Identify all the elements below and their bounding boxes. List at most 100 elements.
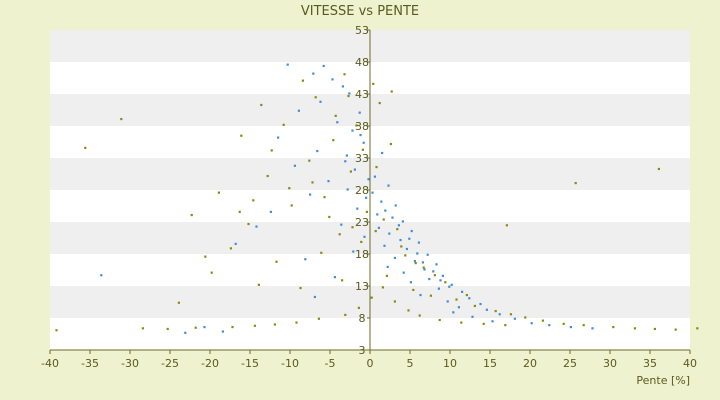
data-point-blue: [221, 330, 224, 333]
data-point-blue: [286, 63, 289, 66]
data-point-olive: [177, 301, 180, 304]
data-point-blue: [437, 287, 440, 290]
data-point-blue: [426, 253, 429, 256]
data-point-blue: [448, 285, 451, 288]
data-point-olive: [360, 240, 363, 244]
data-point-blue: [419, 293, 422, 297]
data-point-blue: [377, 226, 380, 229]
data-point-blue: [362, 141, 365, 144]
data-point-blue: [340, 223, 343, 226]
data-point-olive: [317, 317, 320, 320]
data-points: [55, 63, 699, 334]
data-point-olive: [541, 319, 544, 322]
data-point-olive: [55, 329, 58, 332]
data-point-olive: [295, 321, 298, 324]
data-point-blue: [423, 268, 426, 271]
data-point-blue: [391, 216, 394, 219]
y-tick-label: 53: [355, 24, 369, 37]
data-point-olive: [505, 224, 508, 227]
data-point-olive: [320, 251, 323, 254]
data-point-olive: [465, 293, 468, 297]
data-point-olive: [674, 328, 677, 331]
data-point-olive: [473, 304, 476, 308]
x-tick-labels: -40 -35 -30 -25 -20 -15 -10 -5 0 5 10 15 20 25 30 35 40: [41, 350, 697, 370]
data-point-blue: [452, 311, 455, 314]
x-tick-label: 20: [523, 357, 537, 370]
data-point-olive: [400, 245, 403, 248]
data-point-blue: [394, 204, 397, 207]
x-axis-label: Pente [%]: [636, 374, 690, 387]
data-point-olive: [252, 199, 255, 202]
data-point-olive: [382, 218, 385, 221]
x-tick-label: -25: [161, 357, 179, 370]
data-point-olive: [334, 114, 337, 117]
data-point-blue: [591, 327, 594, 330]
data-point-blue: [405, 247, 408, 251]
data-point-blue: [468, 297, 471, 300]
data-point-blue: [341, 85, 344, 88]
data-point-olive: [361, 148, 364, 151]
x-tick-label: 15: [483, 357, 497, 370]
data-point-olive: [141, 327, 144, 330]
data-point-olive: [273, 323, 276, 326]
data-point-olive: [260, 103, 263, 107]
data-point-olive: [194, 326, 197, 329]
data-point-olive: [444, 281, 447, 284]
data-point-olive: [351, 226, 354, 229]
data-point-olive: [210, 271, 213, 274]
data-point-olive: [612, 325, 615, 329]
data-point-blue: [358, 111, 361, 114]
data-point-olive: [633, 327, 636, 330]
data-point-blue: [322, 64, 325, 68]
data-point-blue: [417, 241, 420, 244]
y-tick-label: 43: [355, 88, 369, 101]
data-point-olive: [217, 191, 220, 194]
data-point-blue: [435, 263, 438, 266]
data-point-olive: [562, 322, 565, 325]
data-point-olive: [338, 233, 341, 236]
data-point-blue: [234, 242, 237, 245]
data-point-blue: [336, 121, 339, 124]
data-point-blue: [344, 160, 347, 163]
x-tick-label: 40: [683, 357, 697, 370]
data-point-blue: [428, 277, 431, 281]
data-point-blue: [331, 78, 334, 81]
data-point-blue: [184, 331, 187, 334]
data-point-blue: [441, 274, 444, 277]
data-point-olive: [288, 187, 291, 190]
data-point-blue: [327, 180, 330, 183]
data-point-olive: [266, 174, 269, 178]
data-point-olive: [301, 79, 304, 82]
x-tick-label: -5: [325, 357, 336, 370]
data-point-blue: [397, 224, 400, 227]
data-point-blue: [293, 164, 296, 167]
data-point-blue: [410, 229, 413, 233]
data-point-olive: [238, 210, 241, 213]
data-point-blue: [384, 209, 387, 212]
y-tick-label: 28: [355, 184, 369, 197]
data-point-olive: [455, 298, 458, 301]
x-tick-label: 0: [367, 357, 374, 370]
data-point-olive: [438, 318, 441, 322]
data-point-olive: [418, 314, 421, 317]
data-point-blue: [485, 308, 488, 311]
x-tick-label: 30: [603, 357, 617, 370]
data-point-olive: [365, 210, 368, 213]
data-point-blue: [359, 133, 362, 137]
y-tick-label: 13: [355, 280, 369, 293]
data-point-blue: [399, 238, 402, 242]
data-point-blue: [353, 168, 356, 171]
data-point-blue: [100, 274, 103, 277]
data-point-blue: [376, 213, 379, 216]
data-point-blue: [408, 237, 411, 240]
data-point-olive: [482, 322, 485, 325]
data-point-olive: [407, 309, 410, 312]
data-point-blue: [345, 154, 348, 157]
data-point-blue: [421, 261, 424, 264]
data-point-olive: [385, 274, 388, 277]
data-point-blue: [401, 220, 404, 223]
data-point-olive: [84, 146, 87, 149]
data-point-blue: [386, 265, 389, 268]
